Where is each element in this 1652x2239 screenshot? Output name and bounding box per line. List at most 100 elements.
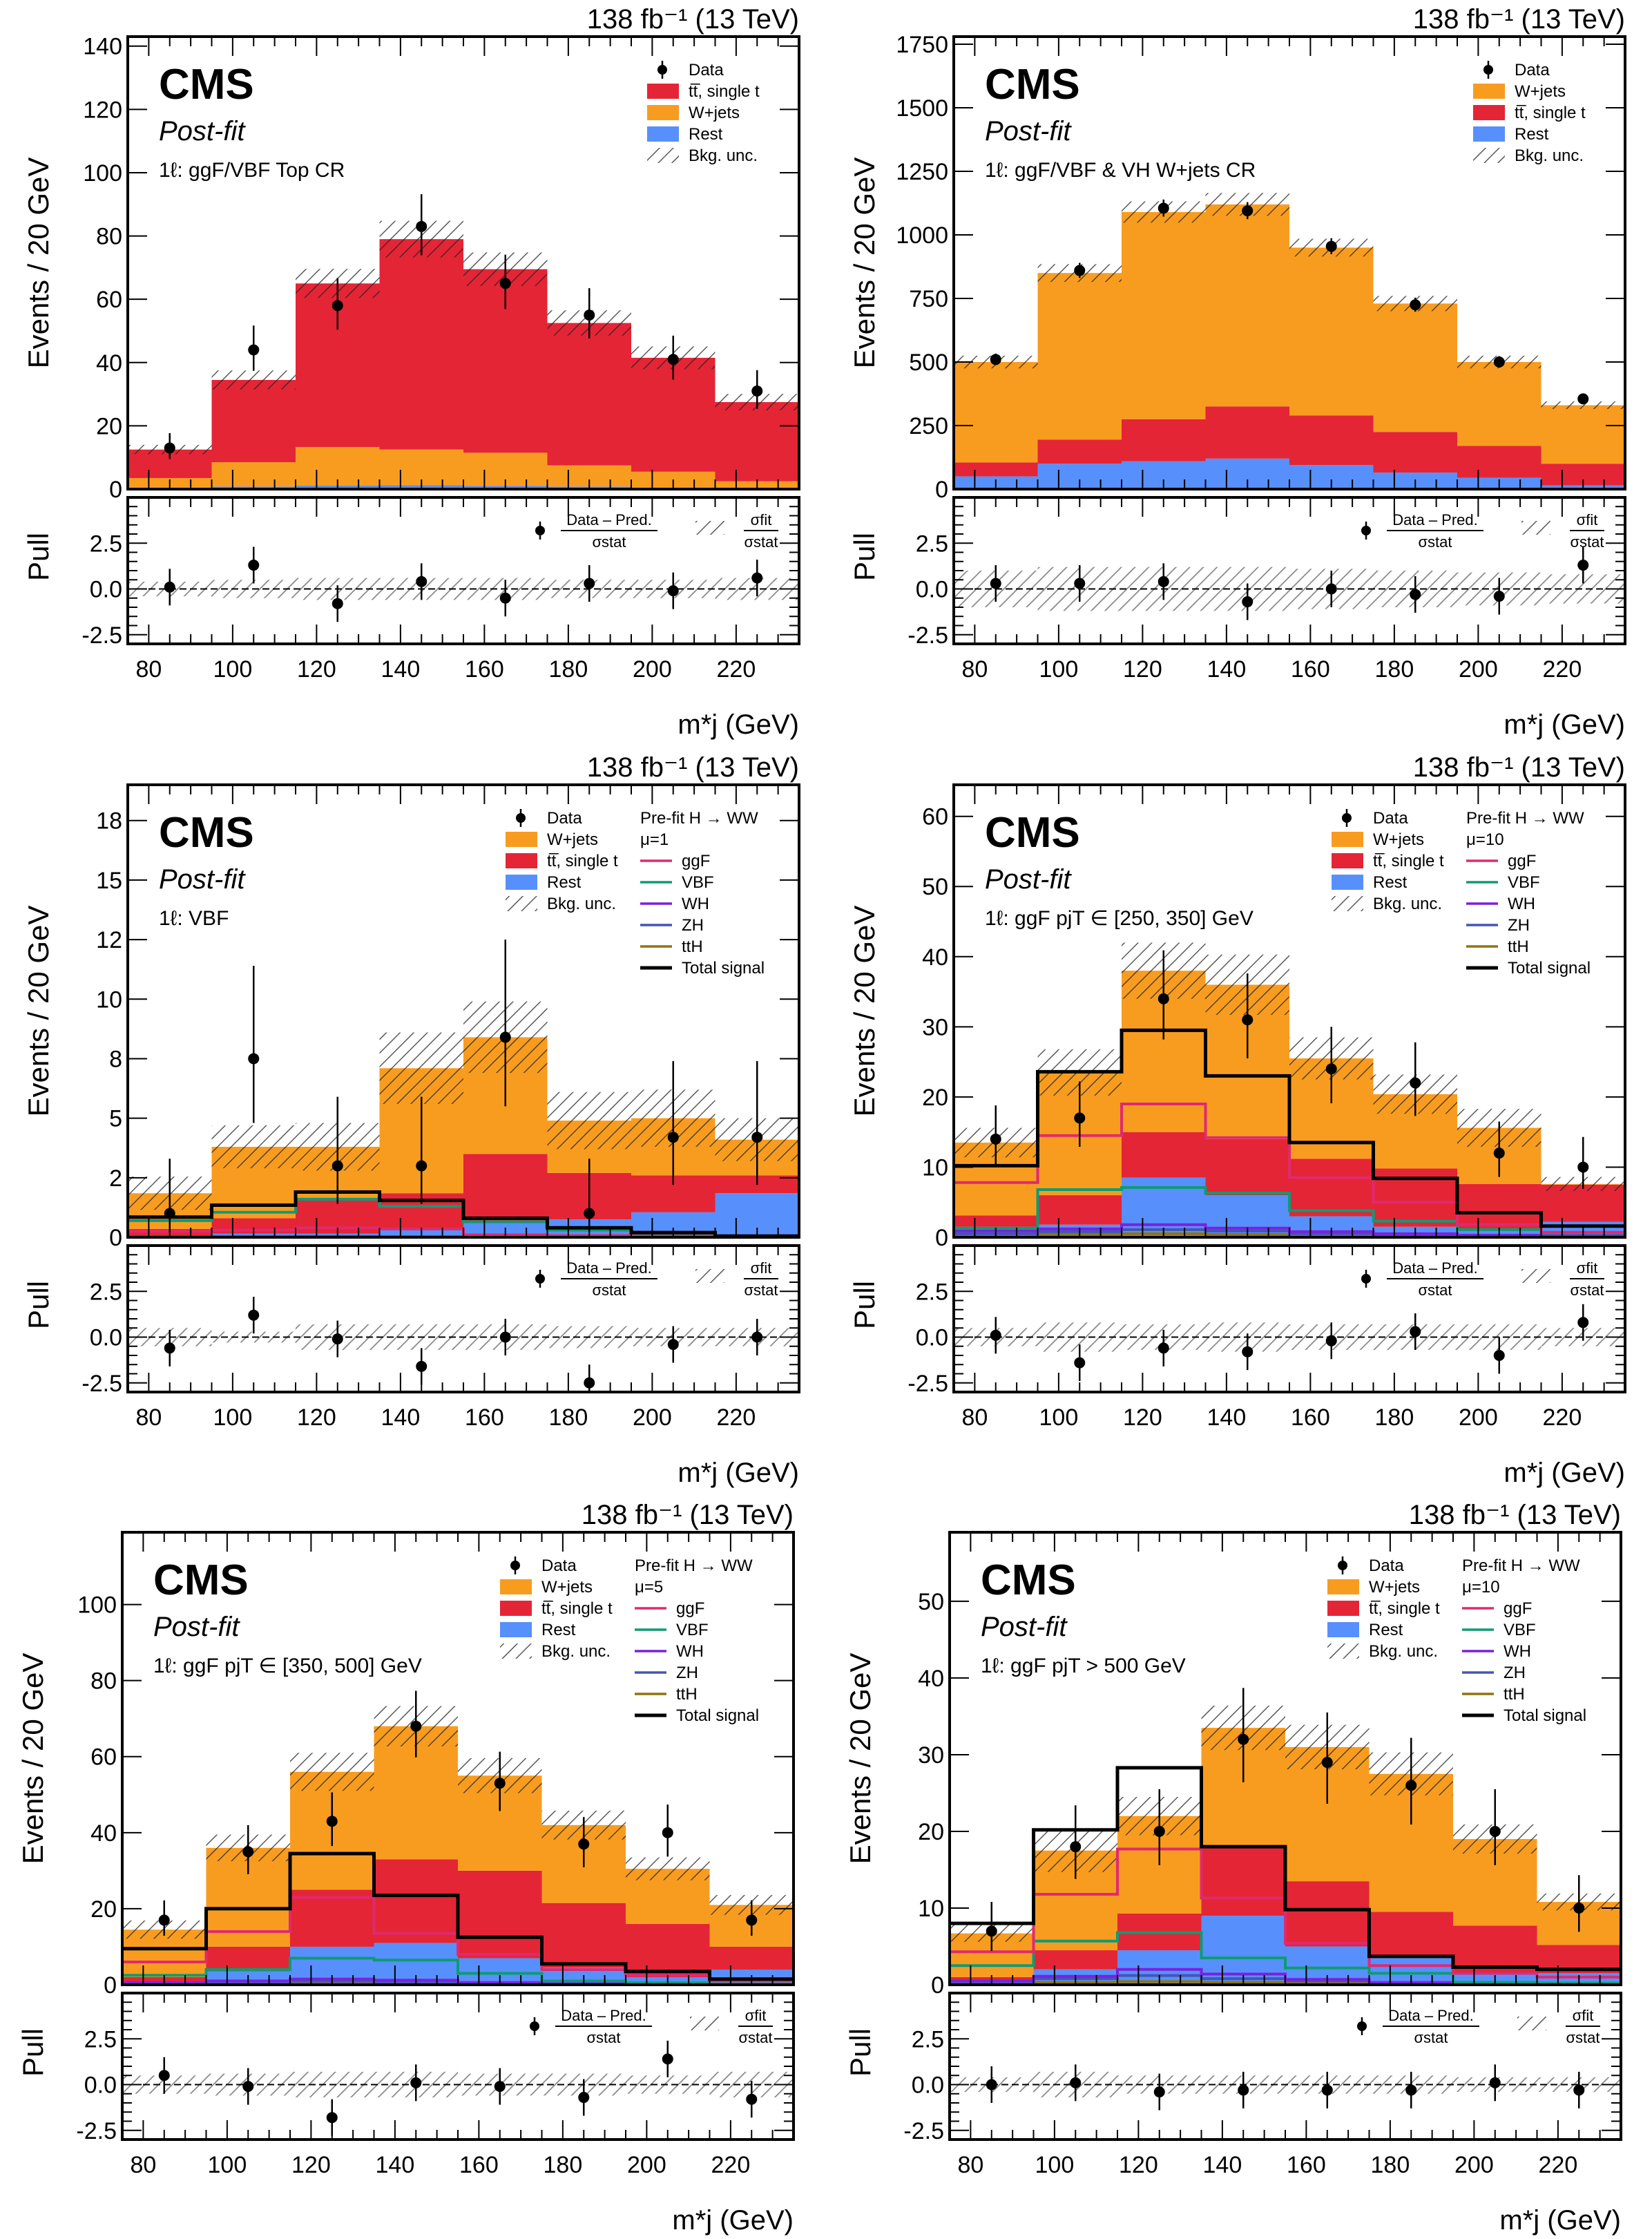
y-tick-label: 30 [922,1014,948,1040]
pull-legend-hatch [690,2017,719,2030]
legend-label: Total signal [1508,959,1591,978]
plot-area [128,940,799,1237]
y-tick-label: 0 [931,1972,944,1999]
legend-hatch-swatch [500,1643,532,1659]
x-tick-label: 100 [213,656,253,683]
stack-bar-top [1369,1912,1453,1959]
data-point [1242,205,1254,217]
legend-label: tt̅, single t [689,82,760,101]
y-tick-label: 40 [90,1820,117,1847]
pull-point [751,572,763,584]
data-point [416,220,428,232]
y-tick-label: 60 [90,1744,117,1771]
y-tick-label: 18 [96,808,122,835]
legend-label: ZH [682,916,704,935]
x-tick-label: 200 [1459,1404,1498,1431]
x-axis-title: m*j (GeV) [1504,709,1625,740]
stack-bar-top [374,1859,458,1943]
x-tick-label: 220 [717,1404,756,1431]
stack-bar-wjets [1289,247,1374,416]
y-tick-label: 0 [109,477,122,503]
y-tick-label: 20 [918,1819,944,1845]
y-tick-label: 15 [96,868,122,894]
pull-legend-band-den: σstat [1570,1282,1604,1299]
pull-point [332,598,343,609]
y-tick-label: 12 [96,927,122,953]
legend-swatch-top [1332,853,1363,868]
legend-swatch-top [506,853,537,868]
region-label: 1ℓ: ggF pjT > 500 GeV [981,1655,1186,1677]
data-point [1493,1147,1505,1159]
pull-point [1238,2084,1249,2096]
legend-label: ggF [1504,1599,1532,1618]
legend-label: W+jets [541,1578,593,1597]
legend-swatch-wjets [647,105,679,120]
x-tick-label: 100 [213,1404,253,1431]
data-point [499,278,511,289]
legend-label: Data [1373,809,1408,828]
pull-y-tick-label: -2.5 [76,2118,117,2144]
plot-area [954,942,1625,1237]
postfit-label: Post-fit [159,864,246,895]
pull-legend-num: Data – Pred. [566,1259,652,1277]
x-tick-label: 140 [381,656,421,683]
y-tick-label: 20 [96,413,122,439]
legend-label: Rest [1515,125,1549,144]
bkg-unc-band [547,1092,631,1150]
y-tick-label: 0 [109,1225,122,1251]
pull-legend-den: σstat [1418,533,1452,551]
y-tick-label: 0 [935,477,948,503]
data-point [746,1914,758,1926]
legend-label: Bkg. unc. [1369,1642,1438,1661]
pull-point [1158,1342,1169,1354]
y-axis-title: Events / 20 GeV [22,158,55,369]
pull-point [1321,2084,1333,2096]
x-tick-label: 80 [961,1404,988,1431]
stack-bar-top [1201,1848,1285,1916]
pull-legend-band-num: σfit [751,511,772,528]
x-tick-label: 160 [465,1404,504,1431]
stack-bar-top [715,402,799,482]
legend-label: Bkg. unc. [541,1642,611,1661]
data-point [164,442,175,454]
data-point [986,1925,997,1937]
stack-bar-top [1205,406,1289,459]
pull-point [499,1331,511,1343]
stack-bar-wjets [1373,303,1457,432]
pull-frame [952,1244,1626,1393]
pull-area [122,2040,794,2136]
legend-swatch-rest [1327,1622,1359,1637]
x-tick-label: 220 [1543,656,1582,683]
chart-panel-5: 138 fb⁻¹ (13 TeV) 0 20 40 60 80 100 Events / 20… [17,1500,795,2236]
legend-label: Total signal [682,959,765,978]
x-tick-label: 160 [1291,1404,1330,1431]
x-tick-label: 180 [549,656,588,683]
data-point [578,1838,590,1850]
x-tick-label: 180 [1371,2152,1410,2178]
chart-panel-4: 138 fb⁻¹ (13 TeV) 0 10 20 30 40 50 60 Events / 2… [848,752,1626,1488]
y-tick-label: 20 [90,1896,117,1923]
region-label: 1ℓ: ggF/VBF & VH W+jets CR [985,159,1256,182]
legend-label: Total signal [676,1706,759,1725]
legend-label: Data [541,1556,577,1575]
data-point [242,1846,254,1858]
pull-y-tick-label: 2.5 [916,1279,948,1305]
legend-hatch-swatch [506,896,537,911]
data-point [410,1720,422,1732]
pull-point [332,1333,343,1345]
x-axis-title: m*j (GeV) [678,709,799,740]
y-tick-label: 0 [104,1972,117,1999]
data-point [164,1208,175,1219]
pull-legend-num: Data – Pred. [566,511,652,528]
x-tick-label: 140 [1207,1404,1247,1431]
plot-area [954,193,1625,489]
x-tick-label: 80 [957,2152,983,2178]
lumi-label: 138 fb⁻¹ (13 TeV) [582,1500,794,1530]
y-tick-label: 100 [77,1592,117,1619]
data-point [499,1031,511,1043]
data-point [1242,1014,1254,1026]
pull-axis-title: Pull [844,2028,876,2077]
data-point [416,1160,428,1172]
stack-bar-top [1289,1159,1374,1217]
